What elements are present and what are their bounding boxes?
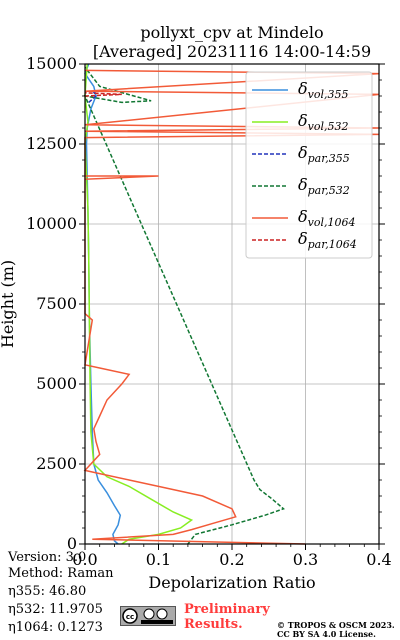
- y-tick-label: 0: [67, 534, 77, 553]
- y-tick-label: 2500: [36, 454, 77, 473]
- y-tick-label: 12500: [26, 134, 77, 153]
- copyright-line2: CC BY SA 4.0 License.: [277, 629, 376, 639]
- y-tick-label: 10000: [26, 214, 77, 233]
- eta355-text: η355: 46.80: [8, 584, 87, 599]
- version-text: Version: 3.0: [8, 550, 87, 565]
- x-tick-label: 0.3: [293, 550, 318, 569]
- legend: δvol,355 δvol,532 δpar,355 δpar,532 δvol…: [245, 71, 373, 259]
- legend-box: [245, 71, 373, 259]
- x-tick-label: 0.0: [72, 550, 97, 569]
- preliminary-line2: Results.: [184, 617, 243, 632]
- copyright-line1: © TROPOS & OSCM 2023.: [277, 620, 395, 630]
- y-tick-label: 5000: [36, 374, 77, 393]
- series-line-par-1064: [84, 92, 122, 97]
- method-text: Method: Raman: [8, 566, 114, 581]
- eta1064-text: η1064: 0.1273: [8, 620, 103, 635]
- x-tick-label: 0.2: [219, 550, 244, 569]
- tick-labels: 0.0 0.1 0.2 0.3 0.4 0 2500 5000 7500 10000 12500 15…: [26, 54, 392, 569]
- chart-title-line1: pollyxt_cpv at Mindelo: [140, 23, 323, 42]
- eta532-text: η532: 11.9705: [8, 602, 103, 617]
- series-line-vol-1064: [83, 69, 380, 545]
- y-axis-label: Height (m): [0, 260, 17, 348]
- plot-frame: [84, 63, 380, 545]
- y-tick-label: 15000: [26, 54, 77, 73]
- axes: [79, 63, 385, 550]
- cc-license-icon: cc: [120, 606, 176, 626]
- x-tick-label: 0.4: [366, 550, 391, 569]
- x-tick-label: 0.1: [146, 550, 171, 569]
- x-axis-label: Depolarization Ratio: [148, 573, 315, 592]
- chart-title-line2: [Averaged] 20231116 14:00-14:59: [93, 42, 371, 61]
- series-line-par-532: [83, 66, 285, 545]
- svg-text:cc: cc: [126, 613, 134, 621]
- y-tick-label: 7500: [36, 294, 77, 313]
- preliminary-line1: Preliminary: [184, 602, 270, 617]
